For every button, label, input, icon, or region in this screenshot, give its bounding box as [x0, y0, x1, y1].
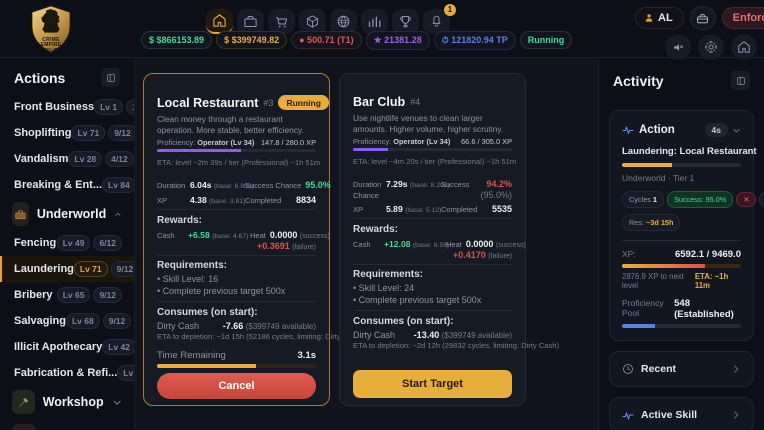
svg-text:IDLE: IDLE — [45, 47, 57, 52]
